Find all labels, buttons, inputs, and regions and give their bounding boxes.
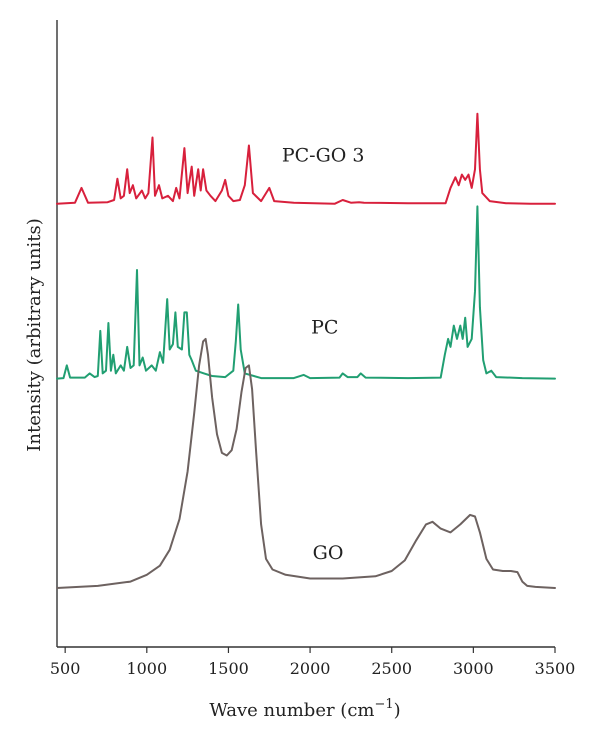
series-line-pc: [56, 205, 556, 380]
series-annotations: PC-GO 3 PC GO: [282, 144, 365, 563]
x-tick-label: 2000: [290, 659, 331, 678]
axes-frame: [56, 20, 555, 648]
x-tick-label: 3000: [453, 659, 494, 678]
y-axis-title: Intensity (arbitrary units): [24, 218, 45, 451]
series-label: PC: [311, 317, 338, 339]
x-ticks: 500 1000 1500 2000 2500 3000 3500: [50, 647, 575, 678]
series-line-pc-go-3: [56, 112, 556, 205]
x-tick-label: 3500: [535, 659, 576, 678]
series-line-go: [56, 337, 556, 589]
x-tick-label: 1000: [126, 659, 167, 678]
x-tick-label: 2500: [371, 659, 412, 678]
x-tick-label: 1500: [208, 659, 249, 678]
x-axis-title: Wave number (cm−1): [209, 697, 400, 721]
x-tick-label: 500: [50, 659, 81, 678]
series-lines: [56, 112, 556, 589]
series-label: PC-GO 3: [282, 144, 365, 166]
series-label: GO: [313, 542, 344, 564]
